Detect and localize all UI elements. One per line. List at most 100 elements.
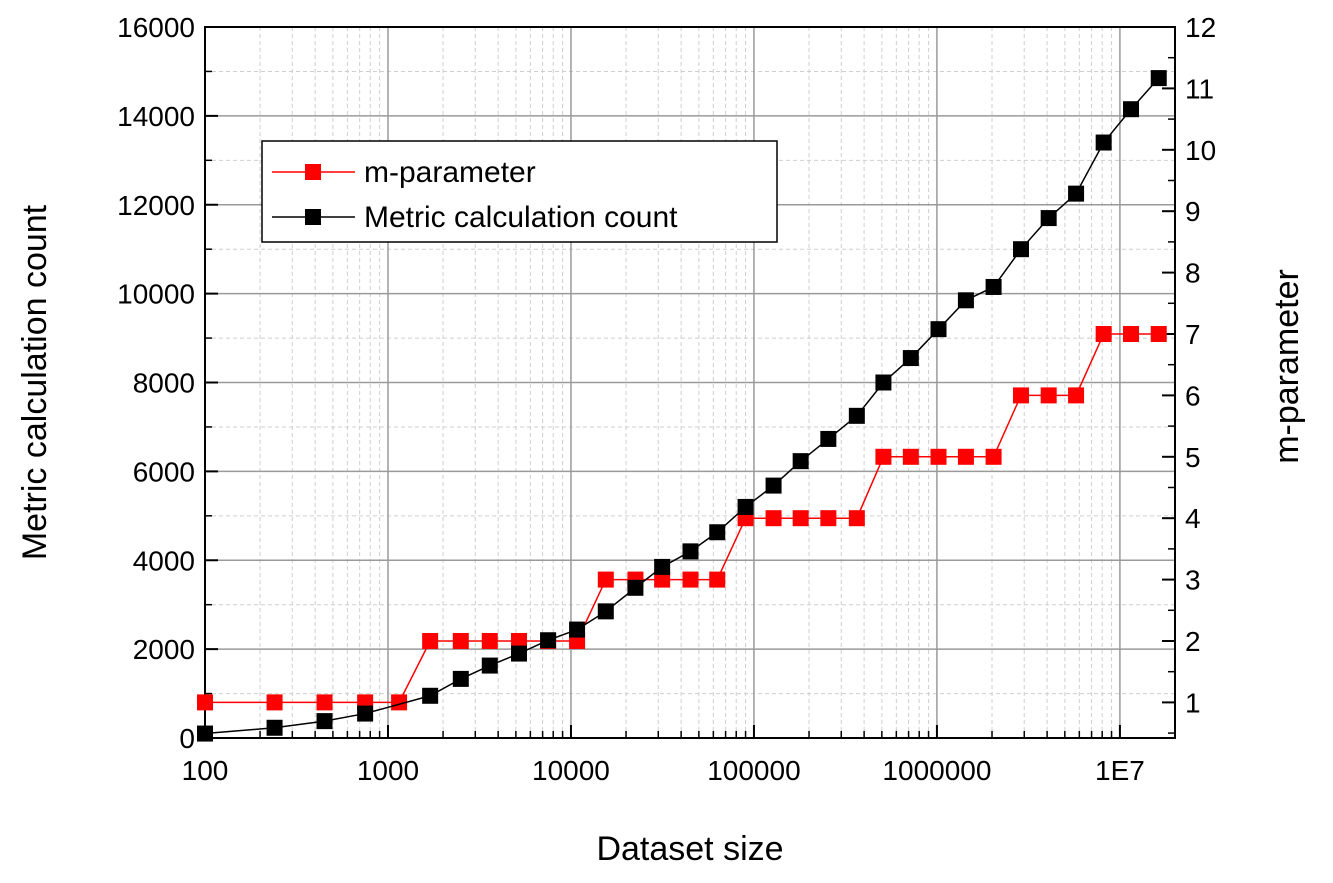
- series-1: [197, 70, 1167, 742]
- data-point: [848, 510, 865, 527]
- data-point: [316, 694, 333, 711]
- y-tick-label: 2000: [133, 634, 195, 665]
- grid-layer: [204, 27, 1176, 738]
- x-tick-label: 1E7: [1095, 755, 1145, 786]
- data-point: [902, 350, 919, 367]
- y2-tick-label: 1: [1185, 687, 1201, 718]
- data-point: [875, 374, 892, 391]
- y-tick-label: 6000: [133, 456, 195, 487]
- legend: m-parameter Metric calculation count: [261, 140, 778, 243]
- legend-label-metric-calculation-count: Metric calculation count: [364, 201, 678, 234]
- data-point: [197, 694, 213, 711]
- legend-label-m-parameter: m-parameter: [364, 156, 536, 189]
- data-point: [1095, 134, 1112, 151]
- x-tick-label: 100000: [707, 755, 800, 786]
- data-point: [1095, 325, 1112, 342]
- data-point: [597, 603, 614, 620]
- data-point: [709, 524, 726, 541]
- data-point: [902, 448, 919, 465]
- data-point: [357, 705, 374, 722]
- legend-marker-metric-calculation-count: [305, 209, 321, 225]
- data-point: [930, 448, 947, 465]
- data-point: [1068, 185, 1085, 202]
- data-point: [422, 687, 439, 704]
- y2-tick-label: 11: [1185, 73, 1214, 104]
- y2-tick-label: 3: [1185, 565, 1201, 596]
- data-point: [654, 558, 671, 575]
- data-point: [848, 407, 865, 424]
- data-point: [820, 510, 837, 527]
- data-point: [452, 632, 469, 649]
- y-axis-title: Metric calculation count: [16, 204, 54, 560]
- y2-tick-label: 9: [1185, 196, 1201, 227]
- x-tick-label: 10000: [532, 755, 610, 786]
- data-point: [1068, 387, 1085, 404]
- data-point: [510, 632, 527, 649]
- data-point: [792, 453, 809, 470]
- y2-tick-label: 7: [1185, 319, 1201, 350]
- data-point: [957, 292, 974, 309]
- data-point: [737, 498, 754, 515]
- data-point: [792, 510, 809, 527]
- data-point: [1150, 70, 1167, 87]
- x-tick-label: 1000000: [882, 755, 991, 786]
- data-point: [820, 430, 837, 447]
- data-point: [1040, 210, 1057, 227]
- data-point: [452, 670, 469, 687]
- data-point: [765, 477, 782, 494]
- data-point: [1040, 387, 1057, 404]
- y2-tick-label: 10: [1185, 135, 1216, 166]
- data-point: [1123, 325, 1140, 342]
- data-point: [1012, 241, 1029, 258]
- data-point: [481, 632, 498, 649]
- data-point: [875, 448, 892, 465]
- x-axis-title: Dataset size: [596, 830, 783, 868]
- data-point: [540, 632, 557, 649]
- data-point: [510, 645, 527, 662]
- y2-tick-label: 4: [1185, 503, 1201, 534]
- data-point: [481, 657, 498, 674]
- y2-tick-label: 2: [1185, 626, 1201, 657]
- data-point: [597, 571, 614, 588]
- data-point: [1123, 101, 1140, 118]
- data-point: [391, 694, 408, 711]
- data-point: [765, 510, 782, 527]
- data-point: [422, 632, 439, 649]
- data-point: [1012, 387, 1029, 404]
- data-point: [930, 321, 947, 338]
- ticks-layer: 100 1000 10000 100000 1000000 1E7 0 2000 4000 600…: [117, 12, 1216, 786]
- data-point: [709, 571, 726, 588]
- data-point: [316, 713, 333, 730]
- y-tick-label: 8000: [133, 368, 195, 399]
- x-tick-label: 100: [182, 755, 229, 786]
- data-point: [985, 278, 1002, 295]
- data-point: [197, 725, 213, 742]
- data-point: [1150, 325, 1167, 342]
- legend-box: [261, 140, 778, 243]
- y2-tick-label: 8: [1185, 258, 1201, 289]
- series-0: [197, 325, 1167, 711]
- y2-axis-title: m-parameter: [1268, 269, 1306, 464]
- data-point: [654, 571, 671, 588]
- data-point: [682, 571, 699, 588]
- y2-tick-label: 5: [1185, 442, 1201, 473]
- data-point: [985, 448, 1002, 465]
- data-point: [569, 621, 586, 638]
- y-tick-label: 10000: [117, 279, 195, 310]
- x-tick-label: 1000: [357, 755, 419, 786]
- data-point: [627, 579, 644, 596]
- data-point: [682, 543, 699, 560]
- data-point: [957, 448, 974, 465]
- y-tick-label: 16000: [117, 12, 195, 43]
- y-tick-label: 12000: [117, 190, 195, 221]
- y2-tick-label: 12: [1185, 12, 1216, 43]
- y-tick-label: 14000: [117, 101, 195, 132]
- y-tick-label: 4000: [133, 545, 195, 576]
- data-point: [266, 719, 283, 736]
- data-point: [266, 694, 283, 711]
- y-tick-label: 0: [179, 723, 195, 754]
- series-layer: [197, 70, 1167, 742]
- legend-marker-m-parameter: [305, 164, 321, 180]
